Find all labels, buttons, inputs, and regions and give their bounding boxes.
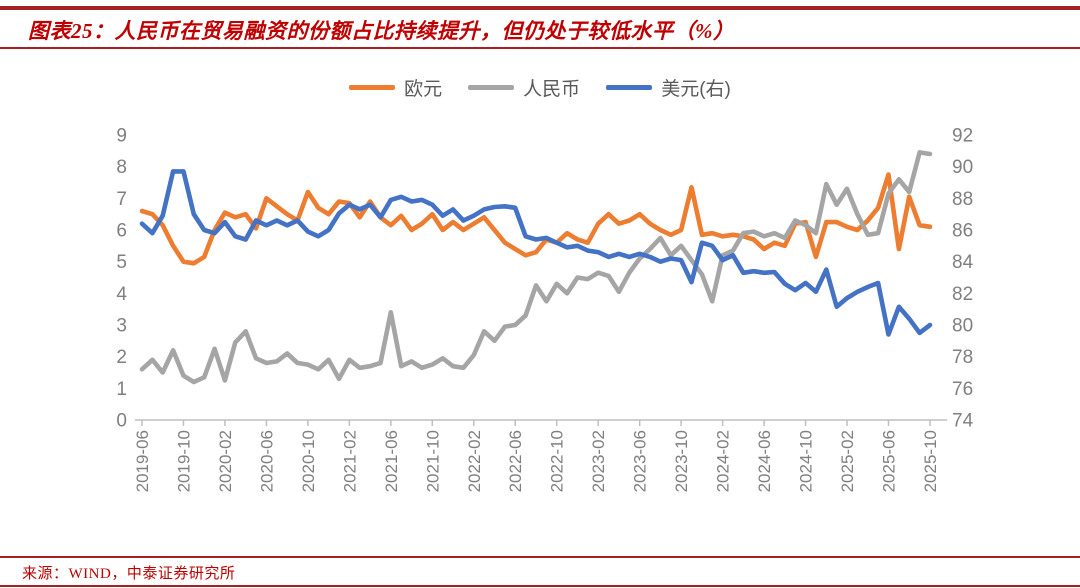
x-axis-tick-label: 2023-10 [672, 430, 691, 492]
legend-label: 欧元 [404, 78, 443, 100]
x-axis-tick-label: 2023-06 [631, 430, 650, 492]
left-axis-tick-label: 0 [116, 411, 127, 432]
x-axis-tick-label: 2025-02 [838, 430, 857, 492]
top-rule [0, 6, 1080, 10]
x-axis-tick-label: 2022-06 [506, 430, 525, 492]
left-axis-tick-label: 5 [116, 252, 127, 273]
x-axis-tick-label: 2024-02 [714, 430, 733, 492]
x-axis-tick-label: 2021-02 [340, 430, 359, 492]
legend-item-rmb: 人民币 [468, 74, 580, 101]
right-axis-tick-label: 74 [952, 411, 974, 432]
left-axis-tick-label: 8 [116, 157, 127, 178]
x-axis-tick-label: 2022-10 [548, 430, 567, 492]
left-axis-tick-label: 9 [116, 126, 127, 147]
legend-label: 人民币 [523, 78, 581, 100]
left-axis-tick-label: 6 [116, 221, 127, 242]
right-axis-tick-label: 80 [952, 316, 973, 337]
right-axis-tick-label: 86 [952, 221, 973, 242]
left-axis-tick-label: 4 [116, 284, 127, 305]
x-axis-tick-label: 2025-06 [879, 430, 898, 492]
euro-line [139, 172, 933, 266]
right-axis-tick-label: 92 [952, 126, 973, 147]
left-axis-tick-label: 7 [116, 189, 127, 210]
x-axis-tick-label: 2025-10 [921, 430, 940, 492]
x-axis-tick-label: 2021-06 [382, 430, 401, 492]
right-axis-tick-label: 90 [952, 157, 973, 178]
rmb-line [139, 150, 933, 385]
right-axis-tick-label: 88 [952, 189, 973, 210]
right-axis-tick-label: 76 [952, 379, 973, 400]
left-axis-tick-label: 1 [116, 379, 127, 400]
x-axis-tick-label: 2024-06 [755, 430, 774, 492]
rmb-legend-swatch [468, 84, 515, 90]
legend-item-euro: 欧元 [349, 74, 442, 101]
legend-label: 美元(右) [661, 78, 731, 100]
x-axis-tick-label: 2021-10 [423, 430, 442, 492]
x-axis-tick-label: 2019-10 [174, 430, 193, 492]
legend-item-usd: 美元(右) [606, 74, 731, 101]
x-axis-tick-label: 2020-06 [257, 430, 276, 492]
currency-share-line-chart: 2019-06 2019-10 2020-02 2020-06 2020-10 2021-… [116, 126, 974, 493]
chart-title: 图表25：人民币在贸易融资的份额占比持续提升，但仍处于较低水平（%） [28, 19, 735, 43]
title-underline-rule [0, 47, 1080, 49]
x-axis-tick-label: 2020-02 [216, 430, 235, 492]
bottom-rule [0, 585, 1080, 587]
source-note: 来源：WIND，中泰证券研究所 [22, 566, 236, 582]
x-axis-tick-label: 2020-10 [299, 430, 318, 492]
left-axis-tick-label: 3 [116, 316, 127, 337]
right-axis-tick-label: 82 [952, 284, 973, 305]
right-axis-tick-label: 84 [952, 252, 974, 273]
x-axis-tick-label: 2024-10 [797, 430, 816, 492]
x-axis-tick-label: 2023-02 [589, 430, 608, 492]
x-axis-tick-label: 2019-06 [133, 430, 152, 492]
usd-line [139, 169, 933, 337]
right-axis-tick-label: 78 [952, 347, 973, 368]
chart-legend: 欧元 人民币 美元(右) [0, 74, 1080, 100]
x-axis-tick-label: 2022-02 [465, 430, 484, 492]
footer-rule [0, 556, 1080, 558]
chart-area: 2019-06 2019-10 2020-02 2020-06 2020-10 2021-… [0, 55, 1080, 525]
left-axis-tick-label: 2 [116, 347, 127, 368]
euro-legend-swatch [349, 84, 396, 90]
usd-legend-swatch [606, 84, 653, 90]
